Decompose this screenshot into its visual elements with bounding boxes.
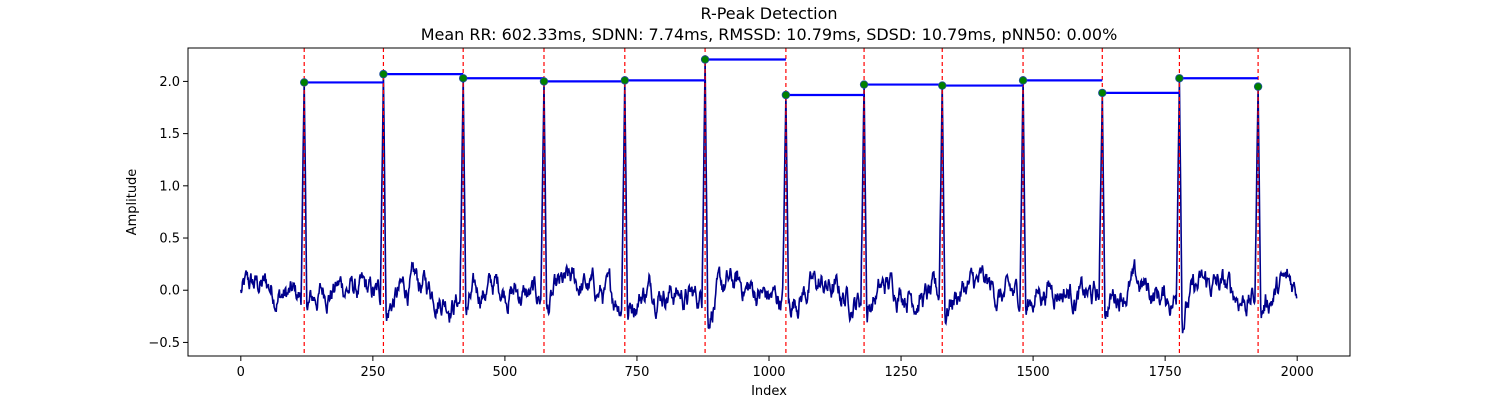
r-peak-marker-2: [379, 69, 388, 79]
x-tick-label: 1000: [752, 365, 785, 380]
x-tick-label: 1750: [1149, 365, 1182, 380]
r-peak-marker-9: [938, 81, 947, 90]
y-tick-label: 1.5: [159, 127, 180, 142]
r-peak-marker-5: [620, 76, 630, 85]
r-peak-marker-7: [781, 90, 791, 100]
axes-frame: [187, 47, 1351, 357]
r-peak-marker-1: [300, 78, 309, 87]
y-axis-label: Amplitude: [125, 169, 140, 236]
axes: 0 250 500 750 1000 1250 1500 1750 2000 −0.5 0.0 0.5…: [148, 75, 1313, 380]
r-peak-marker-10: [1018, 76, 1028, 85]
x-tick-label: 500: [492, 365, 517, 380]
plot-area: [240, 48, 1298, 356]
x-axis-label: Index: [751, 384, 787, 399]
x-tick-label: 0: [237, 365, 245, 380]
r-peak-marker-4: [539, 77, 549, 86]
ecg-signal-line: [240, 59, 1298, 334]
r-peak-marker-12: [1175, 74, 1184, 83]
x-tick-label: 2000: [1281, 365, 1314, 380]
chart-subtitle: Mean RR: 602.33ms, SDNN: 7.74ms, RMSSD: …: [421, 25, 1118, 44]
y-tick-label: 0.0: [159, 284, 180, 299]
x-tick-label: 250: [360, 365, 385, 380]
y-tick-label: 0.5: [159, 232, 180, 247]
y-tick-label: 2.0: [159, 75, 180, 90]
r-peak-marker-11: [1098, 88, 1107, 98]
r-peak-marker-3: [458, 74, 468, 83]
x-tick-label: 1500: [1017, 365, 1050, 380]
r-peak-marker-8: [859, 80, 869, 89]
y-tick-label: −0.5: [148, 336, 180, 351]
chart-title: R-Peak Detection: [700, 4, 837, 23]
x-tick-label: 1250: [884, 365, 917, 380]
r-peak-marker-6: [700, 55, 710, 64]
r-peak-marker-13: [1253, 82, 1263, 91]
y-tick-label: 1.0: [159, 179, 180, 194]
x-tick-label: 750: [625, 365, 650, 380]
